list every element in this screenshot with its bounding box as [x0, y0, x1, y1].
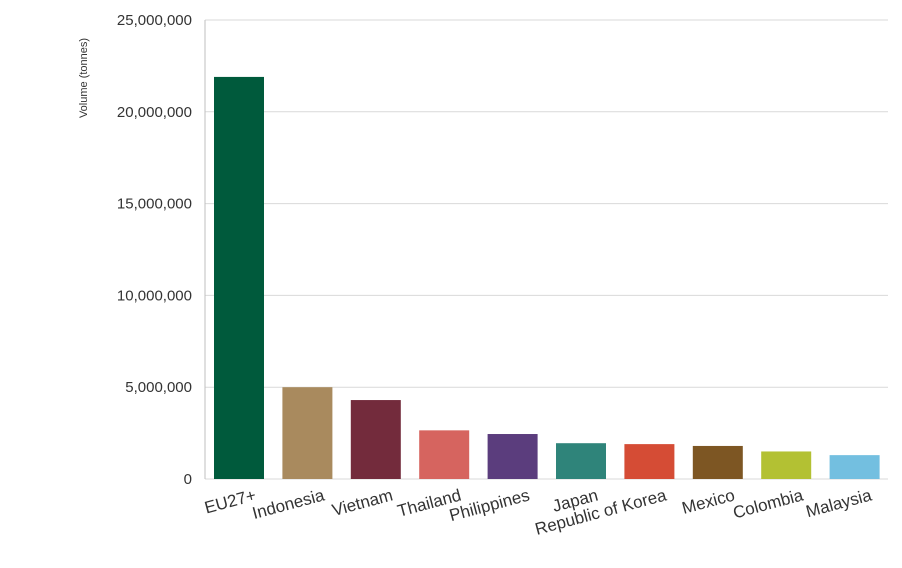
- y-tick-label: 10,000,000: [117, 287, 192, 304]
- bar-japan: [556, 443, 606, 479]
- bar-vietnam: [350, 400, 401, 479]
- bar-colombia: [761, 451, 812, 479]
- bar-thailand: [419, 430, 470, 479]
- y-axis-ticks: 0 5,000,000 10,000,000 15,000,000 20,000,000…: [117, 12, 192, 488]
- x-category-label: Mexico: [680, 486, 737, 518]
- y-tick-label: 20,000,000: [117, 104, 192, 121]
- bar-malaysia: [829, 455, 880, 479]
- x-category-label: Malaysia: [804, 485, 874, 521]
- x-category-label: Philippines: [447, 486, 531, 526]
- x-category-label: Colombia: [731, 485, 806, 522]
- bar-philippines: [487, 434, 538, 479]
- y-tick-label: 25,000,000: [117, 12, 192, 29]
- y-axis-title: Volume (tonnes): [78, 38, 90, 118]
- bar-eu27-: [214, 76, 264, 479]
- y-tick-label: 0: [184, 471, 192, 488]
- bars: [214, 76, 880, 479]
- bar-indonesia: [282, 387, 333, 479]
- bar-republic-of-korea: [624, 444, 675, 479]
- y-tick-label: 15,000,000: [117, 196, 192, 213]
- x-category-label: EU27+: [202, 485, 258, 517]
- x-category-label: Indonesia: [250, 485, 327, 523]
- x-axis-labels: EU27+Indonesia Vietnam ThailandPhilippines…: [202, 485, 874, 538]
- y-tick-label: 5,000,000: [125, 379, 192, 396]
- x-category-label: Vietnam: [330, 486, 395, 520]
- bar-mexico: [692, 445, 743, 479]
